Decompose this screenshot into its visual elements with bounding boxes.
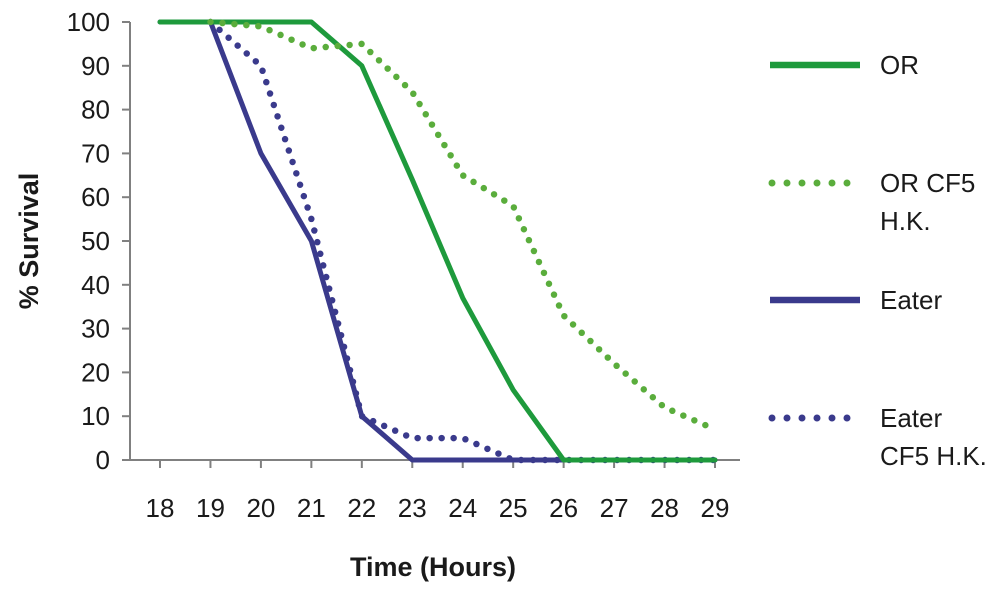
legend: OR OR CF5 H.K. Eater Eater CF5 H.K. [768,50,987,471]
x-tick-label: 21 [297,493,326,523]
legend-label: H.K. [880,206,931,236]
legend-label: OR CF5 [880,168,975,198]
x-tick-label: 24 [448,493,477,523]
y-tick-label: 20 [81,357,110,387]
series-line-or [157,19,718,463]
y-tick-label: 50 [81,226,110,256]
x-tick-label: 22 [347,493,376,523]
x-axis-title: Time (Hours) [350,552,516,582]
series-layer [157,18,719,464]
axes [129,22,740,461]
y-tick-label: 10 [81,401,110,431]
ticks: 0 10 20 30 40 50 60 70 80 90 100 18 19 20 21 22 23 24 25 26… [67,7,730,523]
legend-label: Eater [880,285,942,315]
x-tick-label: 25 [499,493,528,523]
legend-label: Eater [880,403,942,433]
series-line-or-cf5-h-k [207,18,719,433]
y-tick-label: 0 [96,445,110,475]
x-tick-label: 27 [600,493,629,523]
x-tick-label: 20 [246,493,275,523]
x-tick-label: 26 [549,493,578,523]
x-tick-label: 28 [650,493,679,523]
x-tick-label: 23 [398,493,427,523]
y-tick-label: 90 [81,51,110,81]
y-tick-label: 40 [81,270,110,300]
legend-label: OR [880,50,919,80]
series-line-eater-cf5-h-k [207,18,719,464]
y-tick-label: 30 [81,314,110,344]
legend-label: CF5 H.K. [880,441,987,471]
x-tick-label: 19 [196,493,225,523]
y-tick-label: 100 [67,7,110,37]
y-axis-title: % Survival [14,173,44,310]
x-tick-label: 29 [701,493,730,523]
y-tick-label: 80 [81,95,110,125]
y-tick-label: 60 [81,182,110,212]
x-tick-label: 18 [146,493,175,523]
y-tick-label: 70 [81,138,110,168]
